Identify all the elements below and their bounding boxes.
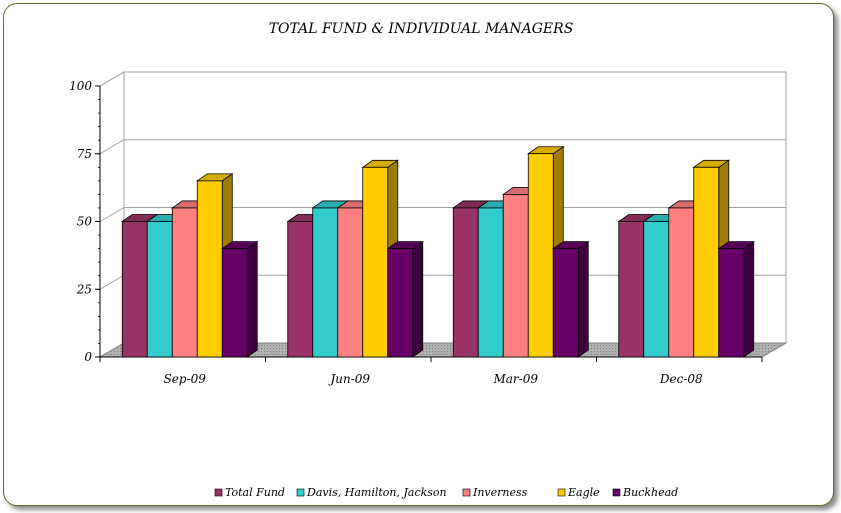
legend: Total Fund Davis, Hamilton, Jackson Invern… [214,486,678,499]
chart-title: TOTAL FUND & INDIVIDUAL MANAGERS [269,21,574,37]
bar-front [221,248,248,358]
bar-front [477,207,504,358]
legend-swatch [557,488,566,497]
gridline-side [99,207,125,222]
legend-label: Inverness [472,486,528,499]
bar-front [668,207,695,358]
y-tick-label: 50 [77,215,93,229]
bar-front [527,153,554,358]
bar-front [121,221,148,358]
bar-front [387,248,414,358]
bar-side [412,240,424,358]
bar-front [502,193,529,358]
legend-swatch [214,488,223,497]
legend-label: Buckhead [622,486,678,499]
gridline-side [99,274,125,290]
bar-front [146,221,173,358]
bar-front [196,180,223,358]
bar [717,240,756,358]
gridline-side [99,71,125,87]
legend-item: Buckhead [612,486,678,499]
bar-front [643,221,670,358]
bar-side [577,240,589,358]
y-tick-label: 25 [76,282,92,296]
bar-front [693,166,720,358]
bar-front [452,207,479,358]
bar-front [312,207,339,358]
legend-label: Davis, Hamilton, Jackson [306,486,447,499]
legend-item: Inverness [462,486,528,499]
bar-front [171,207,198,358]
x-tick-label: Sep-09 [164,372,207,386]
bar-front [362,166,389,358]
y-tick-label: 100 [69,79,92,93]
legend-label: Total Fund [225,486,285,499]
y-tick-label: 75 [77,147,92,161]
bar [386,240,425,358]
x-tick-label: Mar-09 [492,372,538,386]
y-tick-label: 0 [84,350,92,364]
legend-item: Total Fund [214,486,285,499]
legend-swatch [462,488,471,497]
bar [617,213,656,358]
x-tick-label: Dec-08 [659,372,703,386]
legend-swatch [296,488,305,497]
legend-item: Eagle [557,486,600,499]
legend-label: Eagle [567,486,600,499]
bar [551,240,590,358]
bar-side [246,240,258,358]
gridline-side [99,139,125,155]
bar-front [287,221,314,358]
bar-side [743,240,755,358]
bar [220,240,259,358]
bar-front [552,248,579,358]
bar-front [718,248,745,358]
legend-item: Davis, Hamilton, Jackson [296,486,447,499]
x-tick-label: Jun-09 [327,372,370,386]
bar-front [618,221,645,358]
bar-front [337,207,364,358]
legend-swatch [612,488,621,497]
